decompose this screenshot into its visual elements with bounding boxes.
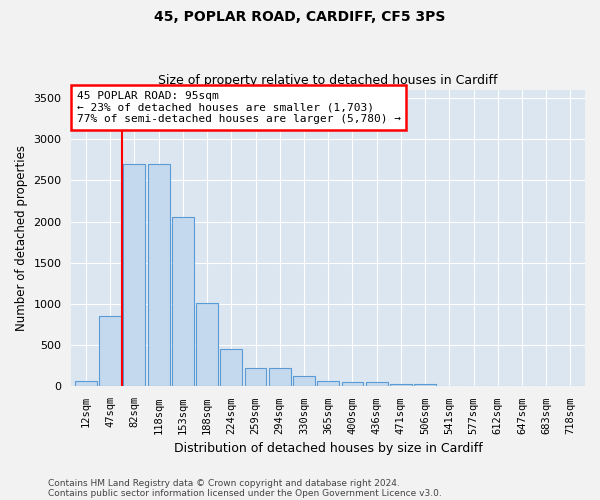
Bar [124, 164, 145, 386]
Text: 45 POPLAR ROAD: 95sqm
← 23% of detached houses are smaller (1,703)
77% of semi-d: 45 POPLAR ROAD: 95sqm ← 23% of detached … [77, 91, 401, 124]
Text: 45, POPLAR ROAD, CARDIFF, CF5 3PS: 45, POPLAR ROAD, CARDIFF, CF5 3PS [154, 10, 446, 24]
Bar [293, 376, 315, 386]
Bar [148, 164, 170, 386]
Bar [220, 350, 242, 387]
Bar [245, 368, 266, 386]
Title: Size of property relative to detached houses in Cardiff: Size of property relative to detached ho… [158, 74, 498, 87]
Text: Contains public sector information licensed under the Open Government Licence v3: Contains public sector information licen… [48, 488, 442, 498]
Bar [341, 382, 364, 386]
Text: Contains HM Land Registry data © Crown copyright and database right 2024.: Contains HM Land Registry data © Crown c… [48, 478, 400, 488]
Y-axis label: Number of detached properties: Number of detached properties [15, 145, 28, 331]
Bar [390, 384, 412, 386]
Bar [366, 382, 388, 386]
Bar [414, 384, 436, 386]
Bar [99, 316, 121, 386]
Bar [269, 368, 290, 386]
X-axis label: Distribution of detached houses by size in Cardiff: Distribution of detached houses by size … [174, 442, 482, 455]
Bar [196, 303, 218, 386]
Bar [317, 381, 339, 386]
Bar [172, 216, 194, 386]
Bar [75, 381, 97, 386]
